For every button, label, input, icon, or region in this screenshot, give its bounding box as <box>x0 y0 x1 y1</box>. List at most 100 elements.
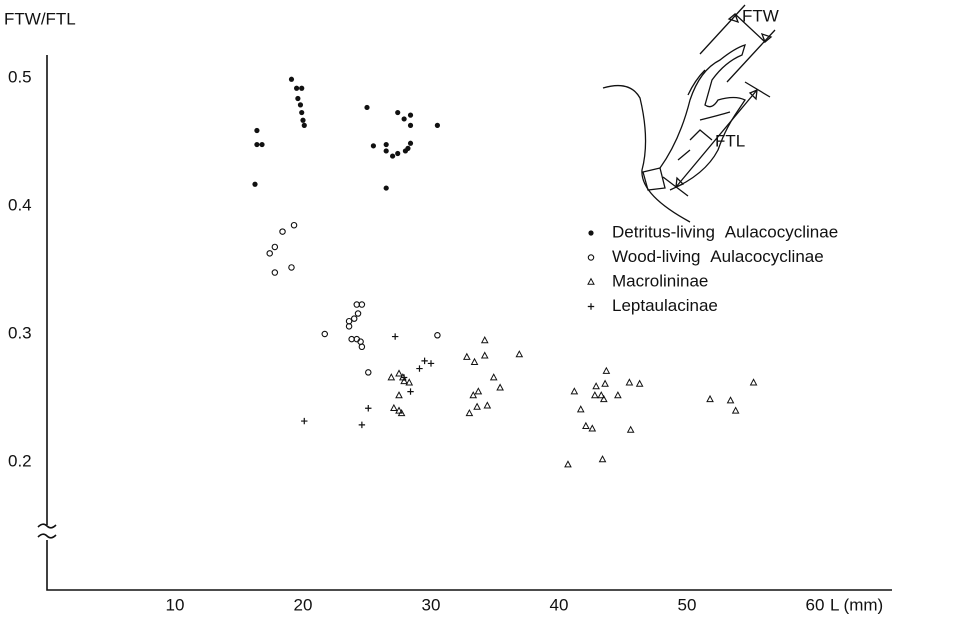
data-point <box>480 336 489 344</box>
data-point <box>400 377 408 385</box>
data-point <box>614 391 622 399</box>
legend-label: Leptaulacinae <box>612 296 718 315</box>
axes <box>46 55 892 591</box>
data-point <box>365 369 372 376</box>
y-tick-label: 0.4 <box>8 195 32 214</box>
axis-break <box>37 523 57 539</box>
data-point <box>515 350 524 358</box>
data-point <box>496 383 504 391</box>
data-point <box>601 379 609 387</box>
data-point <box>301 122 307 128</box>
data-point <box>470 357 479 365</box>
annotation: FTL <box>715 131 745 150</box>
y-tick-label: 0.3 <box>8 323 32 342</box>
data-point <box>407 112 414 118</box>
data-point <box>489 373 498 381</box>
data-point <box>407 140 414 146</box>
data-point <box>474 387 483 395</box>
data-point <box>395 109 401 116</box>
data-point <box>271 269 279 276</box>
legend-label: Macrolininae <box>612 271 708 290</box>
data-point <box>706 394 714 403</box>
data-point <box>407 122 414 128</box>
data-point <box>635 379 644 387</box>
data-point <box>473 402 481 410</box>
data-point <box>421 357 428 365</box>
data-point <box>591 391 599 399</box>
x-tick-label: 20 <box>294 595 313 614</box>
data-point <box>358 421 366 429</box>
data-point <box>294 85 300 91</box>
legend-label: Wood-living Aulacocyclinae <box>612 247 824 266</box>
data-point <box>397 409 406 417</box>
data-point <box>383 185 389 191</box>
data-point <box>427 360 435 367</box>
x-tick-label: 30 <box>422 595 441 614</box>
data-point <box>599 394 608 403</box>
data-point <box>395 150 401 157</box>
data-point <box>395 369 403 377</box>
data-point <box>570 387 579 395</box>
data-point <box>288 76 295 82</box>
data-point <box>749 378 758 386</box>
legend-marker <box>588 230 594 236</box>
data-point <box>354 310 362 317</box>
data-point <box>416 365 423 372</box>
data-point <box>301 417 308 425</box>
data-point <box>395 391 403 399</box>
data-point <box>480 351 489 359</box>
data-point <box>295 95 301 102</box>
data-point <box>299 85 305 91</box>
x-axis-label: L (mm) <box>830 595 883 614</box>
data-point <box>395 406 403 414</box>
data-point <box>602 366 611 374</box>
data-point <box>400 374 408 381</box>
data-point <box>254 141 260 148</box>
data-point <box>345 323 353 330</box>
data-point <box>365 405 372 412</box>
y-tick-label: 0.2 <box>8 451 32 470</box>
data-point <box>405 378 414 386</box>
data-point <box>469 391 478 399</box>
legend-marker <box>587 277 595 285</box>
data-point <box>300 117 306 123</box>
x-tick-label: 10 <box>166 595 185 614</box>
data-point <box>434 332 441 339</box>
data-point <box>625 378 634 386</box>
data-point <box>383 141 389 148</box>
legend-label: Detritus-living Aulacocyclinae <box>612 222 838 241</box>
data-point <box>288 264 295 271</box>
x-tick-label: 40 <box>550 595 569 614</box>
data-point <box>297 102 304 108</box>
data-point <box>358 343 366 351</box>
data-point <box>266 250 273 257</box>
data-point <box>299 109 305 116</box>
data-point <box>390 403 398 412</box>
x-tick-label: 50 <box>678 595 697 614</box>
data-point <box>483 401 492 409</box>
data-point <box>597 391 606 399</box>
legend-marker <box>587 303 595 310</box>
data-point <box>254 127 260 134</box>
data-point <box>279 228 286 235</box>
data-point <box>390 153 396 159</box>
data-point <box>588 424 597 432</box>
data-point <box>465 409 474 417</box>
data-point <box>576 405 585 413</box>
data-point <box>434 122 440 128</box>
data-point <box>731 406 740 414</box>
data-point <box>405 145 411 151</box>
legend-marker <box>587 254 595 261</box>
data-point <box>463 352 471 360</box>
data-point <box>259 141 265 148</box>
x-tick-label: 60 <box>806 595 825 614</box>
data-point <box>358 301 366 308</box>
data-point <box>252 181 258 187</box>
data-point <box>401 116 407 122</box>
data-point <box>726 396 735 404</box>
data-point <box>391 333 399 340</box>
data-point <box>364 104 370 111</box>
data-point <box>407 388 414 395</box>
